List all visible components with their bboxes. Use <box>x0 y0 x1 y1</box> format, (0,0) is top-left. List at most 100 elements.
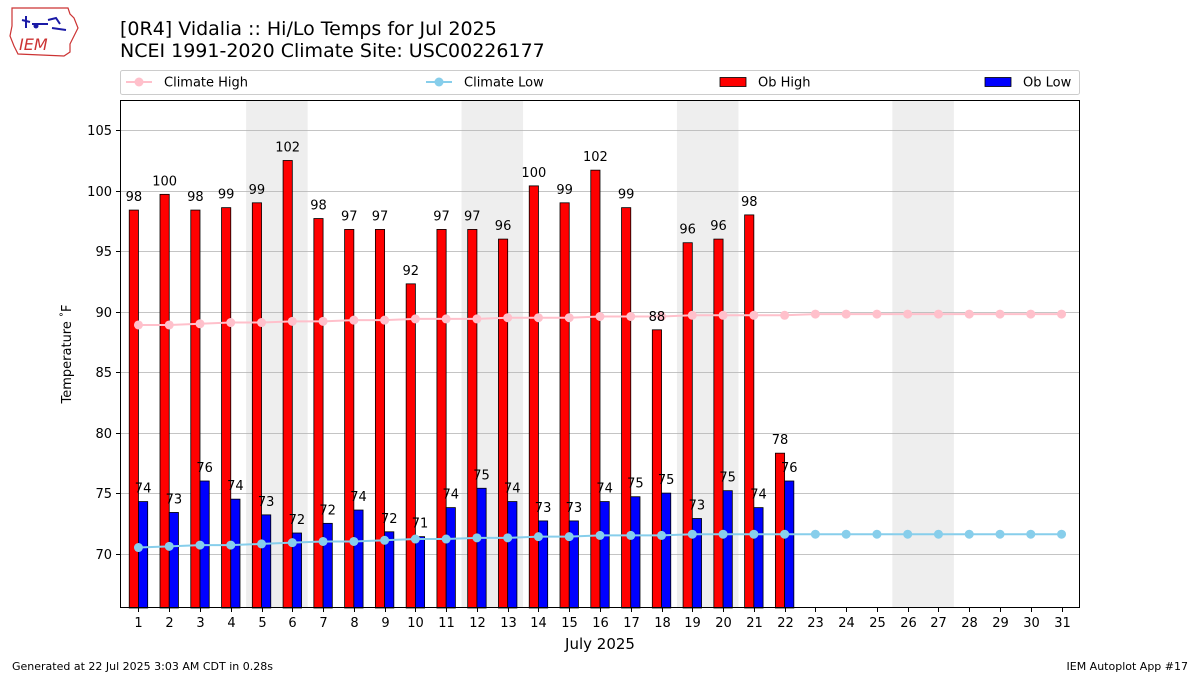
climate-high-point-5 <box>257 318 267 328</box>
xtick-label-11: 11 <box>438 616 455 631</box>
ob-high-label-20: 96 <box>710 219 727 234</box>
ob-high-bar-18 <box>651 329 662 609</box>
ytick-label-100: 100 <box>87 185 112 200</box>
xtick-label-20: 20 <box>715 616 732 631</box>
ob-high-label-14: 100 <box>521 166 546 181</box>
ob-low-label-20: 75 <box>719 471 736 486</box>
ob-low-label-7: 72 <box>319 503 336 518</box>
plot-frame <box>120 100 1080 608</box>
ytick-label-80: 80 <box>95 427 112 442</box>
legend-label-2: Ob High <box>758 76 811 91</box>
climate-low-point-25 <box>872 529 882 539</box>
generated-note: Generated at 22 Jul 2025 3:03 AM CDT in … <box>12 660 273 673</box>
xtick-label-28: 28 <box>961 616 978 631</box>
ob-low-bar-12 <box>476 487 487 609</box>
climate-low-point-21 <box>749 529 759 539</box>
ob-low-bar-10 <box>414 536 426 609</box>
climate-high-point-15 <box>564 313 574 323</box>
climate-low-point-22 <box>780 529 790 539</box>
climate-high-point-3 <box>195 319 205 329</box>
x-axis-label: July 2025 <box>564 635 635 653</box>
xtick-label-5: 5 <box>258 616 266 631</box>
xtick-label-21: 21 <box>746 616 763 631</box>
climate-low-point-6 <box>287 538 297 548</box>
ob-low-bar-2 <box>168 512 179 609</box>
ob-low-bar-16 <box>599 501 610 609</box>
climate-high-point-30 <box>1026 309 1036 319</box>
climate-low-point-15 <box>564 532 574 542</box>
ob-low-bar-20 <box>722 490 733 609</box>
climate-low-point-4 <box>226 540 236 550</box>
xtick-label-18: 18 <box>654 616 671 631</box>
climate-high-point-22 <box>780 310 790 320</box>
climate-low-point-10 <box>410 534 420 544</box>
ob-high-bar-19 <box>682 242 693 609</box>
climate-high-point-4 <box>226 318 236 328</box>
ob-low-label-21: 74 <box>750 488 767 503</box>
chart-subtitle: NCEI 1991-2020 Climate Site: USC00226177 <box>120 40 545 62</box>
ob-low-label-14: 73 <box>535 501 552 516</box>
climate-low-point-30 <box>1026 529 1036 539</box>
climate-high-point-2 <box>164 320 174 330</box>
climate-high-point-21 <box>749 310 759 320</box>
iem-logo-text: IEM <box>19 35 48 54</box>
ob-low-bar-21 <box>753 507 764 609</box>
ob-low-label-16: 74 <box>596 482 613 497</box>
climate-high-point-24 <box>841 309 851 319</box>
ytick-label-85: 85 <box>95 366 112 381</box>
ob-high-bar-10 <box>405 283 416 609</box>
legend-swatch-3 <box>984 77 1012 87</box>
climate-high-point-20 <box>718 310 728 320</box>
ob-high-bar-11 <box>436 229 447 609</box>
ob-high-label-7: 98 <box>310 199 327 214</box>
ob-high-label-5: 99 <box>249 183 266 198</box>
weekend-shading <box>246 100 954 608</box>
climate-low-point-5 <box>257 539 267 549</box>
climate-high-point-31 <box>1057 309 1067 319</box>
ob-low-label-10: 71 <box>412 517 429 532</box>
x-axis-ticks: 1 2 3 4 5 6 7 8 9 10 11 12 13 14 15 16 17 18 19 20 21 22 23 24 2… <box>134 608 1071 631</box>
climate-high-point-6 <box>287 316 297 326</box>
climate-high-point-18 <box>657 312 667 322</box>
ob-high-label-9: 97 <box>372 209 389 224</box>
xtick-label-30: 30 <box>1023 616 1040 631</box>
ob-low-label-4: 74 <box>227 479 244 494</box>
climate-low-point-7 <box>318 536 328 546</box>
xtick-label-1: 1 <box>134 616 142 631</box>
ob-high-label-19: 96 <box>679 223 696 238</box>
ytick-label-105: 105 <box>87 124 112 139</box>
ob-high-label-15: 99 <box>556 183 573 198</box>
ob-low-bar-11 <box>445 507 456 609</box>
ytick-label-90: 90 <box>95 306 112 321</box>
xtick-label-12: 12 <box>469 616 486 631</box>
ob-low-label-15: 73 <box>566 501 583 516</box>
ob-low-bar-13 <box>507 501 518 609</box>
ob-high-label-12: 97 <box>464 209 481 224</box>
climate-low-point-14 <box>533 532 543 542</box>
ob-high-bar-20 <box>713 238 724 609</box>
ob-high-label-6: 102 <box>275 140 300 155</box>
chart-title: [0R4] Vidalia :: Hi/Lo Temps for Jul 202… <box>120 18 497 40</box>
climate-high-point-16 <box>595 312 605 322</box>
xtick-label-14: 14 <box>530 616 547 631</box>
ob-high-bar-8 <box>344 229 355 609</box>
bar-value-labels: 98 100 98 99 99 102 98 97 97 92 97 97 96 100 99 102 99 88… <box>126 140 798 531</box>
xtick-label-22: 22 <box>777 616 794 631</box>
ob-high-label-10: 92 <box>402 264 419 279</box>
ob-high-label-1: 98 <box>126 190 143 205</box>
xtick-label-26: 26 <box>900 616 917 631</box>
ob-low-label-18: 75 <box>658 473 675 488</box>
climate-high-point-8 <box>349 315 359 325</box>
climate-high-point-9 <box>380 315 390 325</box>
climate-low-point-29 <box>995 529 1005 539</box>
ob-low-label-22: 76 <box>781 461 798 476</box>
xtick-label-6: 6 <box>288 616 296 631</box>
ob-high-bar-7 <box>313 218 324 609</box>
climate-low-point-1 <box>133 543 143 553</box>
climate-high-point-19 <box>687 310 697 320</box>
ob-high-bar-13 <box>498 238 509 609</box>
climate-lines <box>133 309 1067 553</box>
legend-label-3: Ob Low <box>1023 76 1072 91</box>
ob-low-bar-1 <box>138 501 149 609</box>
ob-high-label-2: 100 <box>152 174 177 189</box>
